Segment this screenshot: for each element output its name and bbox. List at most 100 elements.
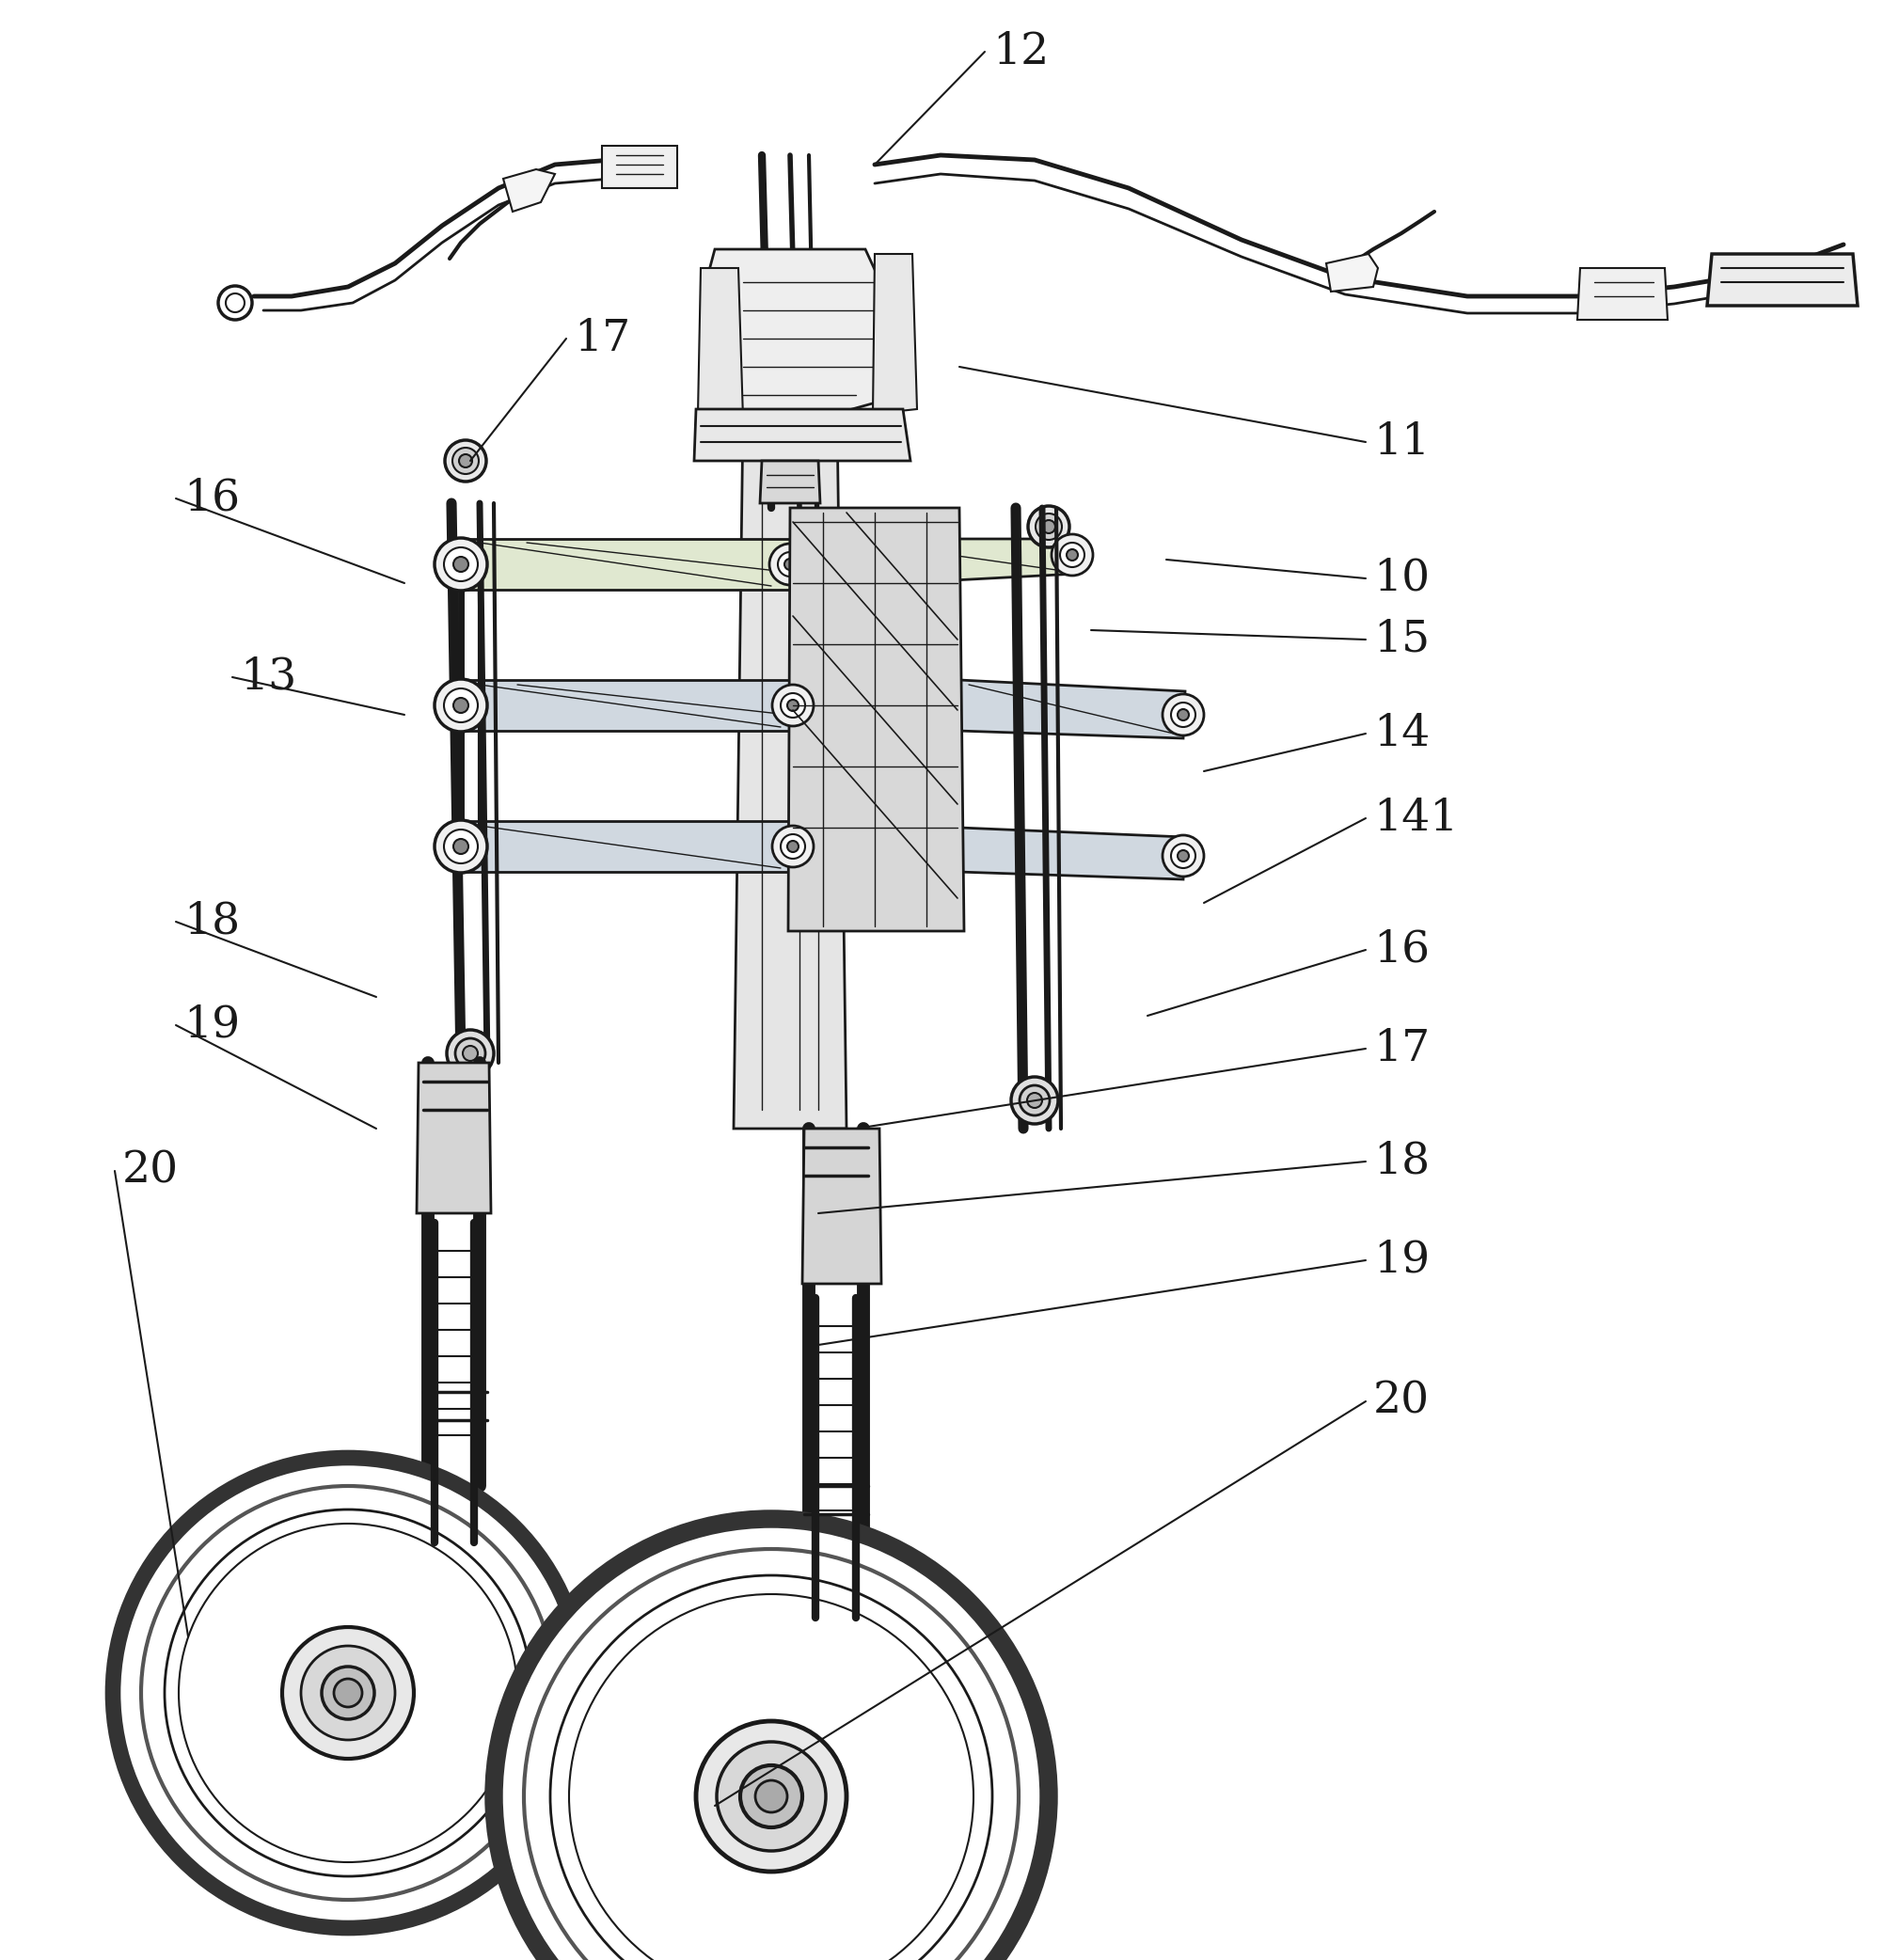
Circle shape xyxy=(226,294,245,312)
Circle shape xyxy=(853,1145,868,1160)
Circle shape xyxy=(853,1178,868,1192)
Circle shape xyxy=(1162,835,1203,876)
Circle shape xyxy=(785,559,797,570)
Text: 141: 141 xyxy=(1373,798,1457,839)
Circle shape xyxy=(1026,1094,1041,1107)
Circle shape xyxy=(427,1145,443,1160)
Text: 15: 15 xyxy=(1373,617,1429,661)
Circle shape xyxy=(1177,710,1188,721)
Circle shape xyxy=(787,700,798,711)
Circle shape xyxy=(333,1680,362,1707)
Circle shape xyxy=(282,1627,414,1758)
Circle shape xyxy=(465,1145,480,1160)
Polygon shape xyxy=(847,539,1077,586)
Circle shape xyxy=(444,829,478,862)
Polygon shape xyxy=(503,169,555,212)
Circle shape xyxy=(435,678,488,731)
Circle shape xyxy=(465,1178,480,1192)
Polygon shape xyxy=(695,410,911,461)
Polygon shape xyxy=(957,827,1184,880)
Circle shape xyxy=(815,1211,830,1225)
Circle shape xyxy=(444,441,486,482)
Polygon shape xyxy=(734,414,847,1129)
Circle shape xyxy=(454,698,469,713)
Circle shape xyxy=(1019,1086,1049,1115)
Text: 10: 10 xyxy=(1373,557,1429,600)
Circle shape xyxy=(755,1780,787,1813)
Polygon shape xyxy=(789,508,964,931)
Text: 11: 11 xyxy=(1373,421,1429,463)
Circle shape xyxy=(550,1576,992,1960)
Polygon shape xyxy=(957,680,1184,739)
Circle shape xyxy=(435,819,488,872)
Circle shape xyxy=(459,455,473,466)
Circle shape xyxy=(179,1523,518,1862)
Circle shape xyxy=(740,1766,802,1827)
Polygon shape xyxy=(461,539,791,590)
Circle shape xyxy=(772,684,813,725)
Circle shape xyxy=(853,1243,868,1258)
Circle shape xyxy=(465,1078,480,1094)
Circle shape xyxy=(427,1111,443,1127)
Circle shape xyxy=(454,839,469,855)
Circle shape xyxy=(772,825,813,866)
Circle shape xyxy=(569,1593,974,1960)
Polygon shape xyxy=(1326,255,1378,292)
Text: 19: 19 xyxy=(183,1004,239,1047)
Circle shape xyxy=(435,537,488,590)
Polygon shape xyxy=(603,145,678,188)
Circle shape xyxy=(444,688,478,723)
Circle shape xyxy=(1041,519,1054,533)
Polygon shape xyxy=(761,461,821,504)
Circle shape xyxy=(1066,549,1077,561)
Text: 19: 19 xyxy=(1373,1239,1429,1282)
Text: 17: 17 xyxy=(574,318,631,361)
Circle shape xyxy=(493,1519,1049,1960)
Circle shape xyxy=(717,1742,827,1850)
Text: 17: 17 xyxy=(1373,1027,1429,1070)
Circle shape xyxy=(1036,514,1062,539)
Text: 14: 14 xyxy=(1373,711,1429,755)
Circle shape xyxy=(1162,694,1203,735)
Circle shape xyxy=(1011,1076,1058,1123)
Circle shape xyxy=(815,1243,830,1258)
Circle shape xyxy=(452,447,478,474)
Circle shape xyxy=(523,1548,1019,1960)
Circle shape xyxy=(1051,535,1092,576)
Polygon shape xyxy=(700,249,904,419)
Circle shape xyxy=(444,547,478,582)
Text: 18: 18 xyxy=(183,900,239,943)
Circle shape xyxy=(301,1646,395,1740)
Polygon shape xyxy=(416,1062,491,1213)
Text: 16: 16 xyxy=(183,476,239,519)
Circle shape xyxy=(1060,543,1085,566)
Circle shape xyxy=(770,543,812,584)
Text: 18: 18 xyxy=(1373,1141,1429,1182)
Circle shape xyxy=(815,1178,830,1192)
Circle shape xyxy=(1171,843,1196,868)
Circle shape xyxy=(815,1145,830,1160)
Circle shape xyxy=(456,1039,486,1068)
Circle shape xyxy=(218,286,252,319)
Circle shape xyxy=(1028,506,1070,547)
Polygon shape xyxy=(699,269,744,419)
Circle shape xyxy=(781,835,806,858)
Circle shape xyxy=(427,1178,443,1192)
Circle shape xyxy=(164,1509,531,1876)
Circle shape xyxy=(853,1211,868,1225)
Polygon shape xyxy=(461,821,793,872)
Circle shape xyxy=(141,1486,555,1899)
Circle shape xyxy=(787,841,798,853)
Text: 12: 12 xyxy=(992,31,1049,73)
Circle shape xyxy=(1177,851,1188,862)
Circle shape xyxy=(113,1458,584,1929)
Circle shape xyxy=(322,1666,375,1719)
Circle shape xyxy=(697,1721,847,1872)
Circle shape xyxy=(465,1111,480,1127)
Circle shape xyxy=(778,553,802,576)
Circle shape xyxy=(454,557,469,572)
Text: 20: 20 xyxy=(1373,1380,1429,1423)
Circle shape xyxy=(427,1078,443,1094)
Polygon shape xyxy=(461,680,793,731)
Text: 20: 20 xyxy=(122,1151,179,1192)
